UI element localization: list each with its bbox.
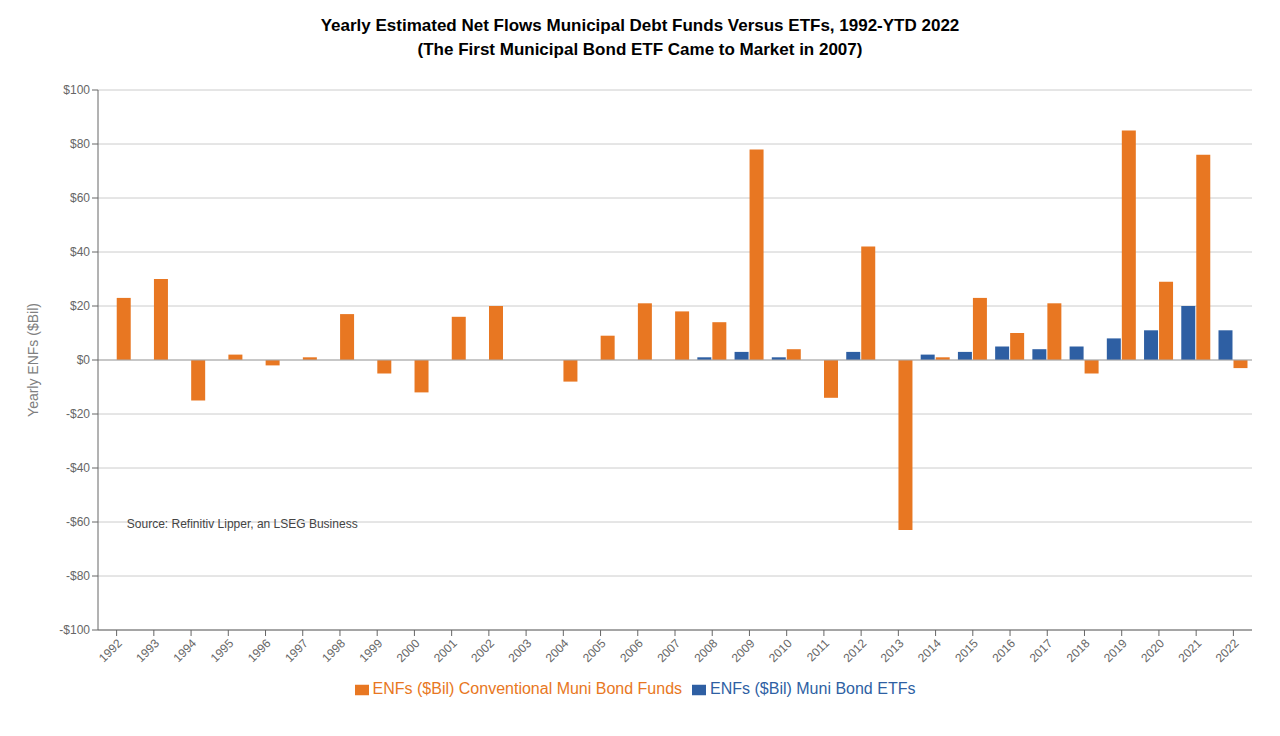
html-text:ENFs ($Bil) Conventional Muni: ENFs ($Bil) Conventional Muni Bond Funds — [372, 680, 682, 697]
svg-text:2002: 2002 — [468, 636, 497, 665]
svg-text:1998: 1998 — [319, 636, 348, 665]
svg-text:2021: 2021 — [1176, 636, 1205, 665]
svg-text:$80: $80 — [70, 137, 90, 151]
svg-text:$20: $20 — [70, 299, 90, 313]
svg-text:2022: 2022 — [1213, 636, 1242, 665]
svg-text:2020: 2020 — [1138, 636, 1167, 665]
svg-text:$0: $0 — [77, 353, 91, 367]
svg-text:-$40: -$40 — [66, 461, 90, 475]
html-text:(The First Municipal Bond ETF: (The First Municipal Bond ETF Came to Ma… — [417, 40, 863, 59]
svg-text:$60: $60 — [70, 191, 90, 205]
svg-text:Yearly ENFs ($Bil): Yearly ENFs ($Bil) — [25, 303, 41, 417]
svg-text:2000: 2000 — [394, 636, 423, 665]
html-text:Source: Refinitiv Lipper, an L: Source: Refinitiv Lipper, an LSEG Busine… — [126, 516, 358, 531]
svg-text:2013: 2013 — [878, 636, 907, 665]
svg-text:2003: 2003 — [505, 636, 534, 665]
svg-text:2009: 2009 — [729, 636, 758, 665]
svg-text:2014: 2014 — [915, 636, 944, 665]
svg-text:-$100: -$100 — [59, 623, 90, 637]
svg-text:$40: $40 — [70, 245, 90, 259]
svg-text:2015: 2015 — [952, 636, 981, 665]
svg-text:1992: 1992 — [96, 636, 125, 665]
svg-text:2010: 2010 — [766, 636, 795, 665]
svg-text:2011: 2011 — [804, 636, 832, 664]
svg-text:1997: 1997 — [282, 636, 311, 665]
svg-text:1996: 1996 — [245, 636, 274, 665]
svg-text:2012: 2012 — [840, 636, 869, 665]
svg-text:1995: 1995 — [208, 636, 237, 665]
svg-text:2019: 2019 — [1101, 636, 1130, 665]
svg-text:2016: 2016 — [989, 636, 1018, 665]
svg-text:1993: 1993 — [133, 636, 162, 665]
svg-text:-$20: -$20 — [66, 407, 90, 421]
svg-text:1994: 1994 — [170, 636, 199, 665]
svg-text:2001: 2001 — [431, 636, 460, 665]
svg-text:2018: 2018 — [1064, 636, 1093, 665]
svg-text:1999: 1999 — [357, 636, 386, 665]
html-text:Yearly Estimated Net Flows Mun: Yearly Estimated Net Flows Municipal Deb… — [320, 16, 960, 35]
html-text:ENFs ($Bil) Muni Bond ETFs: ENFs ($Bil) Muni Bond ETFs — [710, 680, 916, 697]
svg-text:-$60: -$60 — [66, 515, 90, 529]
svg-text:2007: 2007 — [654, 636, 683, 665]
svg-text:$100: $100 — [63, 83, 90, 97]
svg-text:2005: 2005 — [580, 636, 609, 665]
svg-text:2004: 2004 — [543, 636, 572, 665]
svg-text:2017: 2017 — [1027, 636, 1056, 665]
svg-text:2006: 2006 — [617, 636, 646, 665]
svg-text:-$80: -$80 — [66, 569, 90, 583]
svg-text:2008: 2008 — [692, 636, 721, 665]
